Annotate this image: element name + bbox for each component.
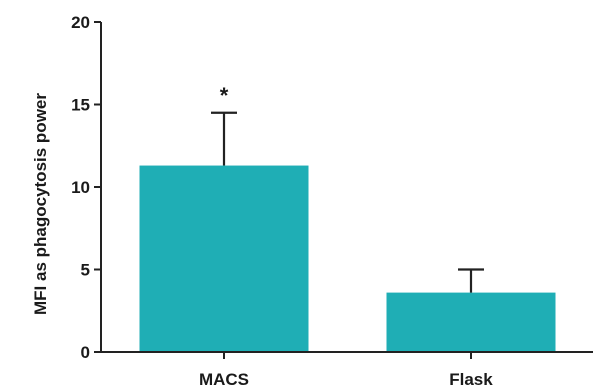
x-category-label: Flask	[449, 370, 493, 389]
y-tick-label: 5	[81, 261, 90, 280]
significance-marks: *	[220, 83, 229, 108]
y-tick-label: 20	[71, 13, 90, 32]
y-axis-label: MFI as phagocytosis power	[31, 93, 50, 315]
y-axis-ticks: 0 5 10 15 20	[71, 13, 101, 362]
bar-flask	[386, 292, 556, 352]
x-axis-categories: MACS Flask	[199, 352, 493, 389]
significance-star: *	[220, 83, 229, 108]
bars	[139, 165, 556, 352]
error-bar-macs	[211, 111, 237, 166]
x-category-label: MACS	[199, 370, 249, 389]
error-bar-flask	[458, 268, 484, 293]
y-tick-label: 0	[81, 343, 90, 362]
y-tick-label: 15	[71, 96, 90, 115]
error-bars	[211, 111, 484, 293]
y-tick-label: 10	[71, 178, 90, 197]
bar-macs	[139, 165, 309, 352]
